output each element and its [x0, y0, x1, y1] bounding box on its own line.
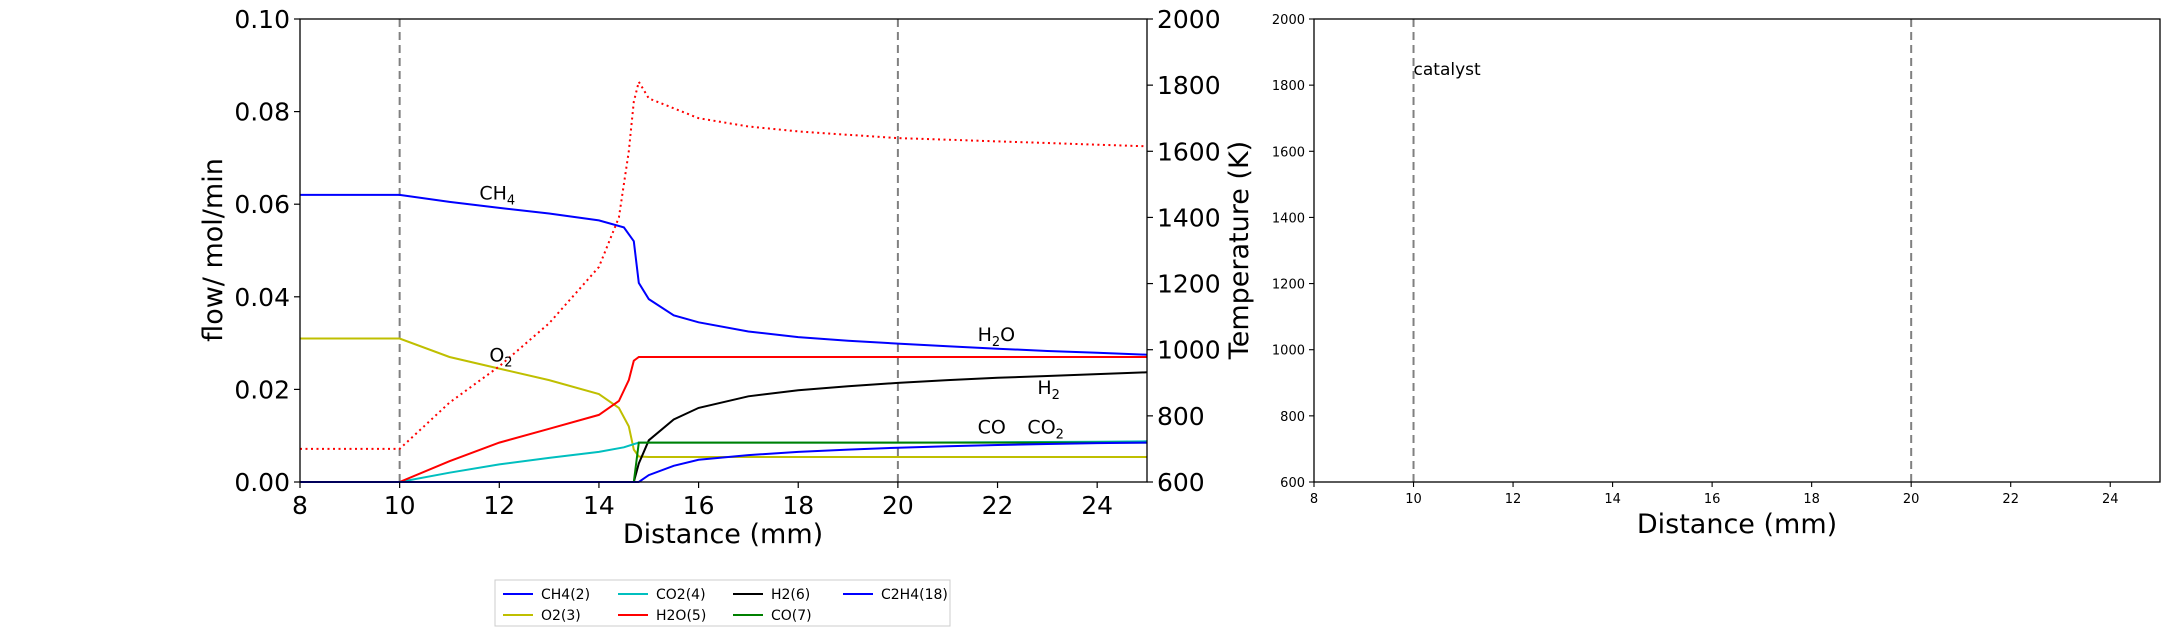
- y-right-tick-label: 1800: [1157, 71, 1221, 100]
- series-line-CO2(4): [300, 440, 1148, 483]
- legend-label: CH4(2): [541, 587, 590, 603]
- right-x-tick-label: 12: [1505, 492, 1522, 507]
- right-y-axis-label: Temperature (K): [1224, 141, 1255, 360]
- series-annotation: H2: [1037, 377, 1060, 403]
- series-line-CO(7): [300, 441, 1147, 483]
- right-x-tick-label: 24: [2102, 492, 2119, 507]
- y-tick-label: 0.02: [234, 375, 290, 404]
- series-annotation: O2: [489, 345, 512, 371]
- right-plot-frame: [1313, 18, 2161, 483]
- y-tick-label: 0.06: [234, 190, 290, 219]
- flow-series-lines: [300, 193, 1148, 483]
- series-line-C2H4(18): [300, 441, 1148, 483]
- right-y-tick-label: 1200: [1272, 278, 1305, 293]
- left-chart: 8 10 12 14 16 18 20 22 24 0.000.020.040.060.080.…: [198, 5, 1255, 550]
- left-plot-frame: [299, 18, 1148, 483]
- right-x-axis-label: Distance (mm): [1637, 509, 1837, 540]
- right-x-tick-label: 22: [2002, 492, 2019, 507]
- x-tick-label: 18: [782, 491, 814, 520]
- right-catalyst-boundary-lines: [1412, 19, 1913, 482]
- series-annotation: CH4: [479, 183, 515, 209]
- legend-label: CO2(4): [656, 587, 706, 603]
- legend-label: H2(6): [771, 587, 810, 603]
- y-right-tick-label: 800: [1157, 402, 1205, 431]
- series-annotation: CO: [978, 416, 1006, 438]
- right-x-tick-label: 8: [1310, 492, 1318, 507]
- x-tick-label: 8: [292, 491, 308, 520]
- x-tick-label: 22: [982, 491, 1014, 520]
- right-y-tick-label: 600: [1280, 476, 1305, 491]
- y-tick-label: 0.10: [234, 5, 290, 34]
- right-y-tick-label: 800: [1280, 410, 1305, 425]
- right-y-tick-label: 1600: [1272, 145, 1305, 160]
- right-x-tick-label: 16: [1704, 492, 1721, 507]
- series-annotation: H2O: [978, 324, 1016, 350]
- x-tick-label: 10: [384, 491, 416, 520]
- right-y-ticks: 600 800 1000 1200 1400 1600 1800 2000: [1272, 13, 1314, 491]
- right-x-tick-label: 18: [1803, 492, 1820, 507]
- catalyst-annotation: catalyst: [1414, 60, 1481, 80]
- temperature-line: [300, 79, 1148, 450]
- left-x-axis-label: Distance (mm): [623, 519, 823, 550]
- y-tick-label: 0.08: [234, 98, 290, 127]
- legend-label: C2H4(18): [881, 587, 948, 603]
- y-right-tick-label: 600: [1157, 468, 1205, 497]
- legend-label: H2O(5): [656, 608, 706, 624]
- right-x-ticks: 8 10 12 14 16 18 20 22 24: [1310, 482, 2119, 507]
- x-tick-label: 20: [882, 491, 914, 520]
- y-right-tick-label: 1600: [1157, 137, 1221, 166]
- left-x-ticks: 8 10 12 14 16 18 20 22 24: [292, 482, 1113, 520]
- left-right-y-ticks: 600 800 1000 1200 1400 1600 1800 2000: [1147, 5, 1221, 497]
- y-right-tick-label: 1000: [1157, 336, 1221, 365]
- series-line-H2(6): [300, 371, 1148, 483]
- y-tick-label: 0.00: [234, 468, 290, 497]
- x-tick-label: 14: [583, 491, 615, 520]
- right-x-tick-label: 20: [1903, 492, 1920, 507]
- right-x-tick-label: 10: [1405, 492, 1422, 507]
- y-right-tick-label: 1400: [1157, 203, 1221, 232]
- series-line-CH4(2): [300, 193, 1148, 356]
- y-tick-label: 0.04: [234, 283, 290, 312]
- legend-frame: [494, 579, 951, 627]
- right-chart: 8 10 12 14 16 18 20 22 24 600 800 1000 1200 1400 1600…: [1272, 13, 2161, 540]
- x-tick-label: 24: [1081, 491, 1113, 520]
- right-x-tick-label: 14: [1604, 492, 1621, 507]
- series-annotation: CO2: [1027, 416, 1064, 442]
- legend: CH4(2) O2(3) CO2(4) H2O(5) H2(6) CO(7) C2H4(18…: [494, 579, 951, 627]
- catalyst-boundary-lines: [398, 19, 899, 482]
- y-right-tick-label: 2000: [1157, 5, 1221, 34]
- x-tick-label: 16: [683, 491, 715, 520]
- legend-label: O2(3): [541, 608, 581, 624]
- x-tick-label: 12: [483, 491, 515, 520]
- legend-label: CO(7): [771, 608, 812, 624]
- temperature-dotted-line: [300, 79, 1148, 450]
- right-y-tick-label: 2000: [1272, 13, 1305, 28]
- left-y-ticks: 0.00 0.02 0.04 0.06 0.08 0.10: [234, 5, 300, 497]
- series-line-H2O(5): [300, 356, 1147, 483]
- right-y-tick-label: 1800: [1272, 79, 1305, 94]
- left-y-axis-label: flow/ mol/min: [198, 158, 229, 342]
- series-annotations: CH4 O2 H2O H2 CO CO2: [479, 183, 1064, 443]
- series-line-O2(3): [300, 337, 1147, 458]
- right-y-tick-label: 1000: [1272, 344, 1305, 359]
- y-right-tick-label: 1200: [1157, 270, 1221, 299]
- right-y-tick-label: 1400: [1272, 211, 1305, 226]
